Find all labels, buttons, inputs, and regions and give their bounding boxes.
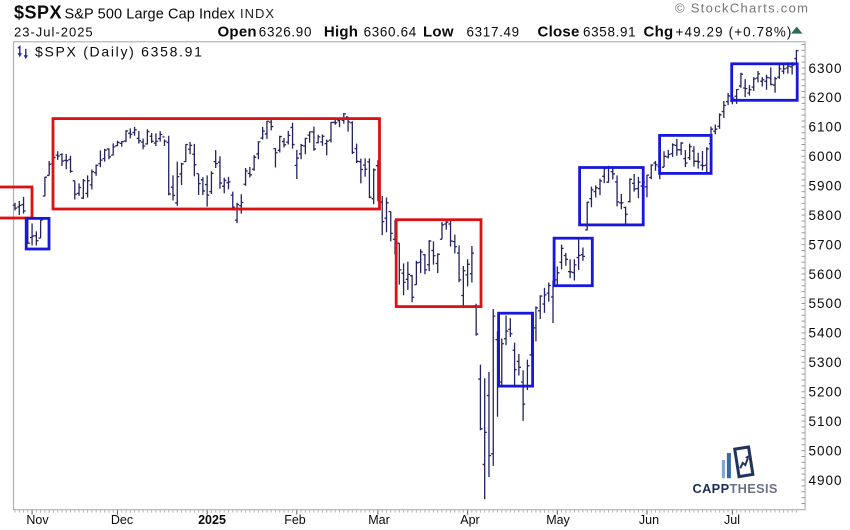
svg-text:5300: 5300 [809,355,843,370]
svg-text:6100: 6100 [809,120,843,135]
svg-text:Close: Close [538,24,580,41]
svg-text:$SPX (Daily) 6358.91: $SPX (Daily) 6358.91 [35,44,204,60]
svg-text:5700: 5700 [809,237,843,252]
svg-text:6000: 6000 [809,149,843,164]
svg-text:Jul: Jul [724,513,740,527]
svg-text:6326.90: 6326.90 [259,25,312,40]
svg-text:5100: 5100 [809,414,843,429]
svg-text:6317.49: 6317.49 [467,25,520,40]
svg-text:6358.91: 6358.91 [583,25,636,40]
svg-text:May: May [546,513,570,527]
svg-text:Apr: Apr [460,513,479,527]
svg-text:© StockCharts.com: © StockCharts.com [675,1,809,16]
svg-text:5200: 5200 [809,385,843,400]
svg-text:Chg: Chg [644,24,674,41]
svg-text:Dec: Dec [111,513,133,527]
svg-text:Low: Low [423,24,454,41]
svg-text:CAPPTHESIS: CAPPTHESIS [693,481,778,496]
svg-text:6360.64: 6360.64 [364,25,417,40]
svg-text:Open: Open [218,24,257,41]
svg-text:Mar: Mar [368,513,390,527]
svg-text:+49.29 (+0.78%): +49.29 (+0.78%) [676,25,793,40]
svg-text:S&P 500 Large Cap Index: S&P 500 Large Cap Index [65,7,236,23]
svg-text:5800: 5800 [809,208,843,223]
svg-text:INDX: INDX [240,6,275,21]
svg-text:5500: 5500 [809,296,843,311]
svg-text:5900: 5900 [809,179,843,194]
svg-text:5000: 5000 [809,443,843,458]
svg-text:$SPX: $SPX [14,3,62,23]
svg-text:5600: 5600 [809,267,843,282]
svg-text:4900: 4900 [809,473,843,488]
svg-text:Nov: Nov [26,513,49,527]
svg-text:23-Jul-2025: 23-Jul-2025 [14,25,94,40]
svg-text:6200: 6200 [809,90,843,105]
svg-text:High: High [324,24,358,41]
svg-text:5400: 5400 [809,326,843,341]
svg-text:Jun: Jun [639,513,659,527]
svg-text:Feb: Feb [284,513,306,527]
svg-text:6300: 6300 [809,61,843,76]
svg-text:2025: 2025 [198,513,226,527]
